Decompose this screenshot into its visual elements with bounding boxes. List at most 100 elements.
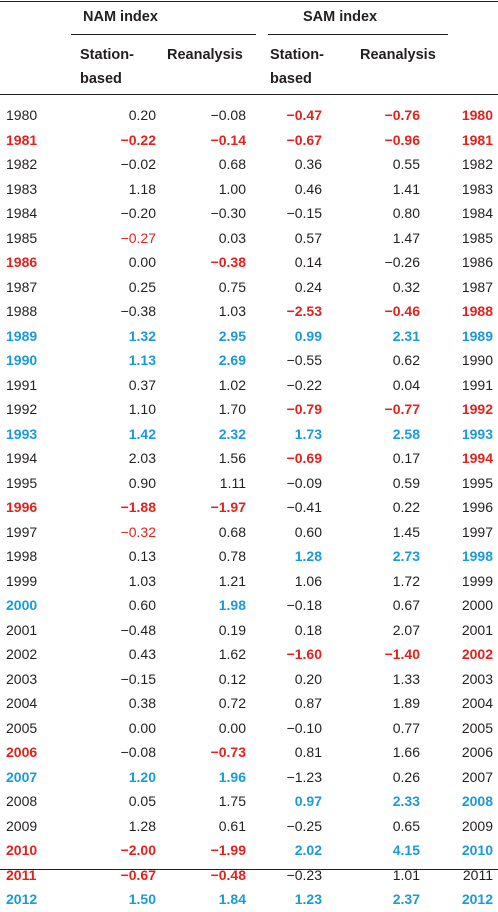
nam-reanalysis-value: 0.68 — [218, 156, 246, 172]
sam-reanalysis-value: −0.77 — [384, 401, 420, 417]
year-label: 1999 — [6, 572, 38, 589]
year-label: 2007 — [6, 768, 38, 785]
sam-reanalysis-value: 2.58 — [392, 425, 420, 442]
nam-reanalysis-value: 1.03 — [218, 303, 246, 319]
sam-reanalysis-value: 0.67 — [392, 597, 420, 613]
nam-station-value: 1.18 — [128, 180, 156, 197]
year-label-right: 1992 — [461, 401, 493, 417]
nam-station-value: −0.02 — [120, 156, 156, 172]
sam-group-header: SAM index — [303, 9, 378, 25]
sam-reanalysis-value: −0.46 — [384, 303, 420, 319]
nam-reanalysis-value: 2.69 — [218, 352, 246, 368]
table-row: 1980 0.20 −0.08 −0.47 −0.76 1980 — [0, 103, 498, 128]
year-label-right: 2003 — [461, 670, 493, 687]
table-row: 2009 1.28 0.61 −0.25 0.65 2009 — [0, 814, 498, 839]
year-label: 1995 — [6, 474, 38, 491]
sam-station-value: 0.81 — [294, 744, 322, 760]
sam-station-value: −0.55 — [286, 352, 322, 368]
nam-station-value: 1.03 — [128, 572, 156, 589]
sam-station-value: −1.60 — [286, 646, 322, 662]
table-row: 1982 −0.02 0.68 0.36 0.55 1982 — [0, 152, 498, 177]
year-label: 2003 — [6, 670, 38, 687]
year-label-right: 2009 — [461, 817, 493, 834]
sam-reanalysis-value: 0.55 — [392, 156, 420, 172]
nam-group-header: NAM index — [83, 9, 158, 25]
nam-reanalysis-value: 2.95 — [218, 327, 246, 344]
sam-station-value: −0.67 — [286, 131, 322, 148]
year-label-right: 2010 — [461, 842, 493, 858]
nam-station-value: 1.10 — [128, 401, 156, 417]
sam-group-rule — [268, 34, 448, 35]
year-label-right: 2004 — [461, 695, 493, 711]
sam-station-value: −0.69 — [286, 450, 322, 466]
nam-reanalysis-value: 0.19 — [218, 621, 246, 638]
nam-reanalysis-value: 0.12 — [218, 670, 246, 687]
bottom-rule — [0, 869, 498, 870]
nam-reanalysis-value: 1.98 — [218, 597, 246, 613]
nam-reanalysis-value: −0.30 — [210, 205, 246, 221]
sam-reanalysis-value: 2.37 — [392, 891, 420, 907]
nam-station-value: 1.42 — [128, 425, 156, 442]
nam-reanalysis-value: −1.99 — [210, 842, 246, 858]
year-label: 1996 — [6, 499, 38, 515]
year-label-right: 1982 — [461, 156, 493, 172]
year-label: 2011 — [6, 866, 37, 883]
nam-reanalysis-value: 1.21 — [218, 572, 246, 589]
year-label: 2009 — [6, 817, 38, 834]
nam-reanalysis-value: −1.97 — [210, 499, 246, 515]
table-row: 2003 −0.15 0.12 0.20 1.33 2003 — [0, 667, 498, 692]
nam-station-value: 2.03 — [128, 450, 156, 466]
table-row: 2005 0.00 0.00 −0.10 0.77 2005 — [0, 716, 498, 741]
table-row: 1991 0.37 1.02 −0.22 0.04 1991 — [0, 373, 498, 398]
nam-reanalysis-value: 1.96 — [218, 768, 246, 785]
nam-reanalysis-value: −0.14 — [210, 131, 246, 148]
year-label-right: 2000 — [461, 597, 493, 613]
year-label: 2005 — [6, 719, 38, 736]
nam-reanalysis-value: 0.68 — [218, 523, 246, 540]
year-label: 1985 — [6, 229, 38, 246]
year-label: 1982 — [6, 156, 38, 172]
year-label: 1991 — [6, 376, 38, 393]
sam-reanalysis-value: 1.45 — [392, 523, 420, 540]
nam-reanalysis-value: 1.75 — [218, 793, 246, 809]
table-row: 2012 1.50 1.84 1.23 2.37 2012 — [0, 887, 498, 912]
nam-station-value: 1.32 — [128, 327, 156, 344]
sam-station-value: 0.97 — [294, 793, 322, 809]
sam-station-value: 1.73 — [294, 425, 322, 442]
sam-station-value: 0.20 — [294, 670, 322, 687]
table-row: 2007 1.20 1.96 −1.23 0.26 2007 — [0, 765, 498, 790]
nam-reanalysis-value: 0.72 — [218, 695, 246, 711]
year-label-right: 1983 — [461, 180, 493, 197]
sam-reanalysis-value: 1.47 — [392, 229, 420, 246]
year-label: 1993 — [6, 425, 38, 442]
sam-reanalysis-header: Reanalysis — [360, 47, 436, 63]
sam-reanalysis-value: 0.26 — [392, 768, 420, 785]
sam-station-value: 0.57 — [294, 229, 322, 246]
nam-reanalysis-value: 0.03 — [218, 229, 246, 246]
year-label: 2008 — [6, 793, 38, 809]
nam-station-value: 1.20 — [128, 768, 156, 785]
sam-station-value: 0.18 — [294, 621, 322, 638]
nam-station-value: −0.48 — [120, 621, 156, 638]
year-label-right: 2005 — [461, 719, 493, 736]
sam-reanalysis-value: −1.40 — [384, 646, 420, 662]
sam-station-value: −0.15 — [286, 205, 322, 221]
year-label-right: 1993 — [461, 425, 493, 442]
sam-station-value: −0.18 — [286, 597, 322, 613]
sam-reanalysis-value: −0.96 — [384, 131, 420, 148]
nam-station-value: −0.08 — [120, 744, 156, 760]
sam-station-value: −0.47 — [286, 107, 322, 123]
year-label: 1997 — [6, 523, 38, 540]
nam-station-value: −0.15 — [120, 670, 156, 687]
nam-reanalysis-value: 1.00 — [218, 180, 246, 197]
year-label: 1981 — [6, 131, 38, 148]
table-row: 2002 0.43 1.62 −1.60 −1.40 2002 — [0, 642, 498, 667]
year-label: 2002 — [6, 646, 38, 662]
nam-station-value: 1.50 — [128, 891, 156, 907]
sam-station-value: 0.24 — [294, 278, 322, 295]
sam-station-value: 0.60 — [294, 523, 322, 540]
nam-station-value: 0.37 — [128, 376, 156, 393]
year-label: 1986 — [6, 254, 38, 270]
year-label-right: 1996 — [461, 499, 493, 515]
year-label-right: 2001 — [461, 621, 493, 638]
